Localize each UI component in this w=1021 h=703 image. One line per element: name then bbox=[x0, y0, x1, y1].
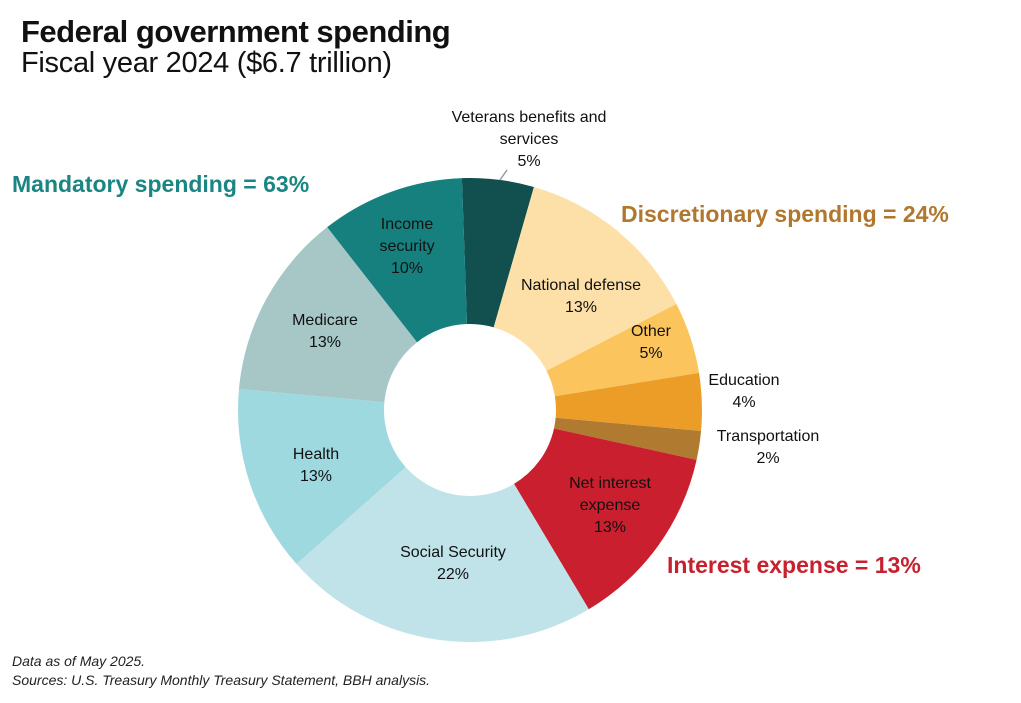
slice-other bbox=[546, 303, 700, 397]
slice-health bbox=[238, 388, 406, 565]
donut-slices bbox=[238, 177, 702, 642]
slice-income-security bbox=[327, 178, 467, 343]
chart-subtitle: Fiscal year 2024 ($6.7 trillion) bbox=[21, 47, 392, 79]
slice-label-national-defense: National defense 13% bbox=[521, 277, 641, 316]
sources-note: Sources: U.S. Treasury Monthly Treasury … bbox=[12, 672, 431, 688]
slice-net-interest-expense bbox=[514, 428, 697, 610]
slice-label-transportation: Transportation 2% bbox=[717, 428, 820, 467]
veterans-leader-line bbox=[499, 169, 508, 181]
chart-title: Federal government spending bbox=[21, 14, 451, 49]
slice-label-net-interest-expense: Net interest expense 13% bbox=[569, 475, 651, 536]
slice-label-health: Health 13% bbox=[293, 446, 339, 485]
slice-label-social-security: Social Security 22% bbox=[400, 544, 506, 583]
slice-label-income-security: Income security 10% bbox=[379, 216, 434, 277]
slice-veterans-benefits-and-services bbox=[461, 177, 534, 328]
slice-social-security bbox=[296, 467, 589, 642]
discretionary-spending-label: Discretionary spending = 24% bbox=[621, 201, 949, 227]
slice-national-defense bbox=[493, 186, 677, 371]
slice-transportation bbox=[553, 417, 702, 460]
slice-education bbox=[554, 372, 702, 432]
interest-expense-label: Interest expense = 13% bbox=[667, 552, 921, 578]
slice-label-veterans-benefits-and-services: Veterans benefits and services 5% bbox=[452, 109, 607, 170]
slice-label-other: Other 5% bbox=[631, 323, 672, 362]
data-note: Data as of May 2025. bbox=[12, 653, 146, 669]
mandatory-spending-label: Mandatory spending = 63% bbox=[12, 171, 310, 197]
slice-label-medicare: Medicare 13% bbox=[292, 312, 358, 351]
slice-labels: Veterans benefits and services 5% National … bbox=[292, 109, 819, 583]
slice-label-education: Education 4% bbox=[708, 372, 779, 411]
slice-medicare bbox=[238, 227, 418, 403]
